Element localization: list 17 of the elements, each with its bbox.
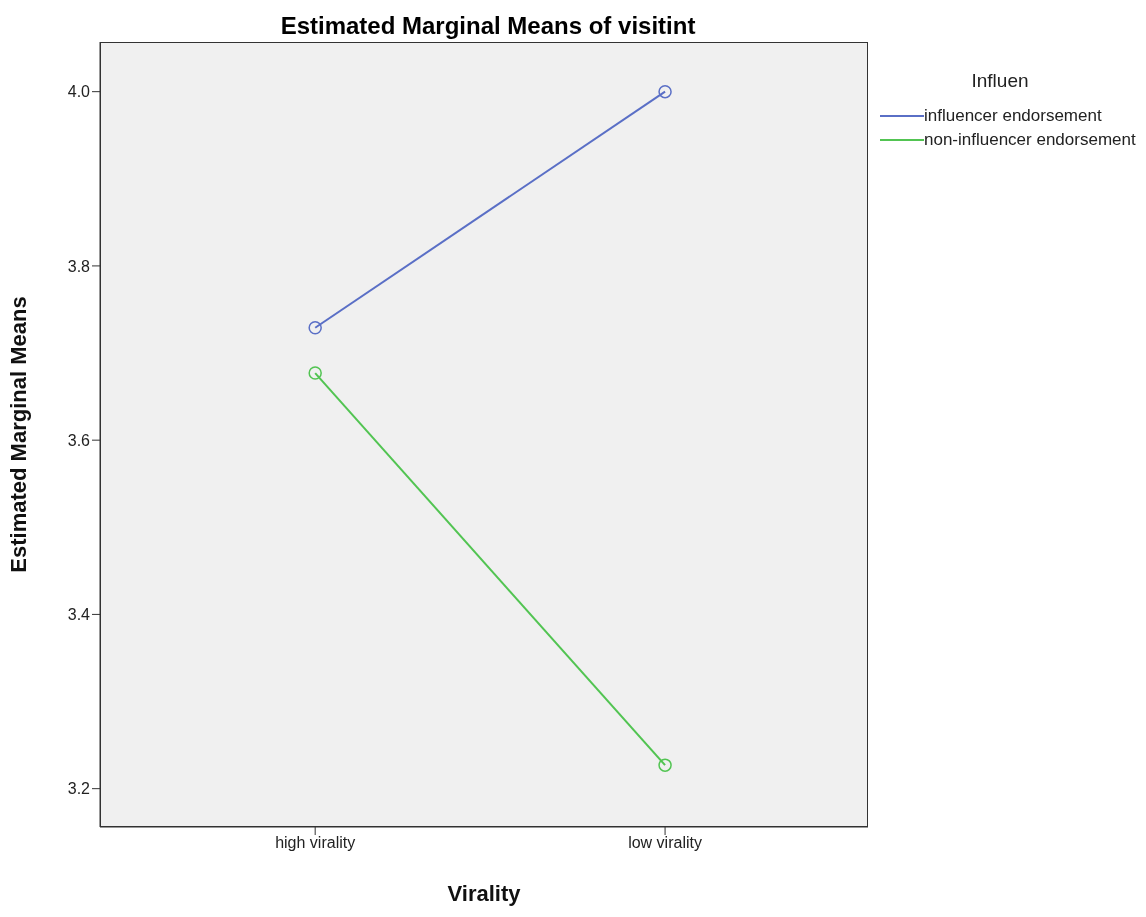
x-tick-label: high virality (275, 834, 356, 852)
point (308, 321, 322, 335)
chart-title: Estimated Marginal Means of visitint (279, 12, 697, 40)
y-tick-label: 3.2 (67, 780, 91, 798)
legend-title: Influen (970, 70, 1030, 92)
y-tick-label: 3.4 (67, 606, 91, 624)
y-tick-label: 3.8 (67, 257, 91, 275)
x-tick-label: low virality (628, 834, 702, 852)
point (308, 366, 322, 380)
y-axis-title: Estimated Marginal Means (5, 296, 31, 573)
y-tick-label: 3.6 (67, 431, 91, 449)
point (658, 84, 672, 99)
legend-label: non-influencer endorsement (924, 130, 1137, 149)
legend-label: influencer endorsement (924, 106, 1103, 125)
x-axis-title: Virality (447, 881, 522, 906)
y-tick-label: 4.0 (67, 83, 91, 101)
point (658, 758, 672, 772)
